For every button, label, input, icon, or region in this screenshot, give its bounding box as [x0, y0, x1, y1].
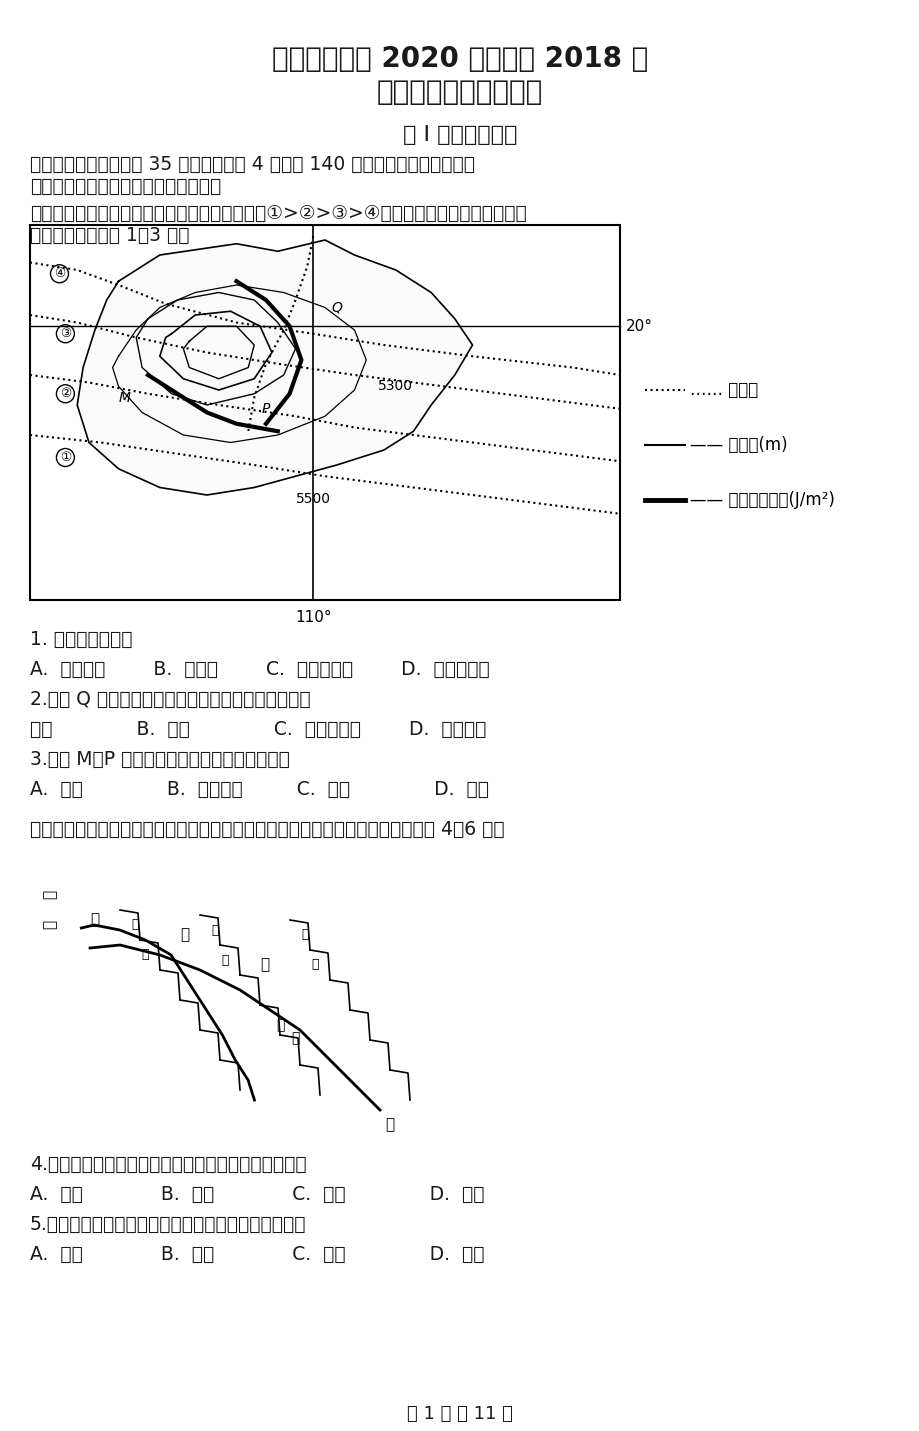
- Text: 平: 平: [42, 890, 57, 899]
- Text: M: M: [119, 391, 130, 405]
- Circle shape: [51, 265, 68, 283]
- Text: 选项中，只有一项是符合题目要求的。: 选项中，只有一项是符合题目要求的。: [30, 177, 221, 196]
- Text: Q: Q: [331, 301, 342, 315]
- Text: …… 某要素: …… 某要素: [689, 381, 757, 399]
- Text: 1. 图中虚线可能是: 1. 图中虚线可能是: [30, 630, 132, 650]
- Text: ④: ④: [54, 268, 65, 280]
- Text: 脉: 脉: [142, 949, 149, 962]
- Text: —— 年太阳辐射量(J/m²): —— 年太阳辐射量(J/m²): [689, 491, 834, 509]
- Text: A.  甲地             B.  乙地             C.  丙地              D.  丁地: A. 甲地 B. 乙地 C. 丙地 D. 丁地: [30, 1245, 484, 1264]
- Text: 第 1 页 共 11 页: 第 1 页 共 11 页: [406, 1405, 513, 1422]
- Text: A.  等日照线        B.  等温线        C.  等降水量线        D.  等潜水位线: A. 等日照线 B. 等温线 C. 等降水量线 D. 等潜水位线: [30, 660, 489, 678]
- Text: 山: 山: [211, 923, 219, 936]
- Text: 流: 流: [290, 1030, 299, 1045]
- Text: 甲: 甲: [385, 1118, 394, 1132]
- Text: 一、选择题。本答题共 35 小题，每小题 4 分，共 140 分。在每小题给出的四个: 一、选择题。本答题共 35 小题，每小题 4 分，共 140 分。在每小题给出的…: [30, 155, 474, 175]
- Text: ③: ③: [60, 328, 71, 341]
- Text: 山: 山: [301, 929, 309, 942]
- Text: 如下图所示，位于湿润区的某河流，穿过平行的背斜山脉，进入平原，读图，完成 4～6 题。: 如下图所示，位于湿润区的某河流，穿过平行的背斜山脉，进入平原，读图，完成 4～6…: [30, 820, 505, 839]
- Text: 110°: 110°: [295, 610, 331, 625]
- Text: 脉: 脉: [311, 959, 318, 972]
- Text: 5300: 5300: [378, 379, 413, 394]
- Text: A.  甲地             B.  乙地             C.  丙地              D.  丁地: A. 甲地 B. 乙地 C. 丙地 D. 丁地: [30, 1185, 484, 1203]
- Text: 5.如图所示甲、乙、丙、丁四地中，适宜修建水坝的是: 5.如图所示甲、乙、丙、丁四地中，适宜修建水坝的是: [30, 1215, 306, 1234]
- Text: P: P: [262, 402, 270, 416]
- Text: ②: ②: [60, 388, 71, 401]
- Circle shape: [56, 448, 74, 467]
- Circle shape: [56, 385, 74, 402]
- Text: 原: 原: [42, 920, 57, 929]
- Text: 丁: 丁: [90, 913, 99, 927]
- Text: A.  洋流              B.  海陆位置         C.  纬度              D.  天气: A. 洋流 B. 海陆位置 C. 纬度 D. 天气: [30, 780, 489, 798]
- Text: —— 等高线(m): —— 等高线(m): [689, 436, 787, 454]
- Polygon shape: [77, 240, 472, 495]
- Text: 高三一诊热身文综试题: 高三一诊热身文综试题: [377, 79, 542, 106]
- Text: 分布图。据此完成 1～3 题。: 分布图。据此完成 1～3 题。: [30, 226, 189, 245]
- Text: 3.影响 M、P 两地太阳辐射量差异的主要因素为: 3.影响 M、P 两地太阳辐射量差异的主要因素为: [30, 750, 289, 768]
- Text: 河: 河: [276, 1017, 284, 1032]
- Text: 5500: 5500: [295, 492, 330, 505]
- Text: 2.影响 Q 地附近的等值线（虚线）向南凸出的因素是: 2.影响 Q 地附近的等值线（虚线）向南凸出的因素是: [30, 690, 311, 708]
- Text: 脉: 脉: [221, 953, 229, 966]
- Bar: [30, 225, 619, 600]
- Text: 乙: 乙: [180, 927, 189, 943]
- Text: 第 I 卷（选择题）: 第 I 卷（选择题）: [403, 124, 516, 145]
- Text: 山: 山: [131, 919, 139, 932]
- Text: 丙: 丙: [260, 957, 269, 973]
- Text: 下图为海南岛某地理要素等值线（等值线的数值①>②>③>④）、等高线和年太阳辐射量线: 下图为海南岛某地理要素等值线（等值线的数值①>②>③>④）、等高线和年太阳辐射量…: [30, 205, 527, 223]
- Circle shape: [56, 325, 74, 343]
- Text: 绵阳南山中学 2020 年秋季高 2018 级: 绵阳南山中学 2020 年秋季高 2018 级: [272, 44, 647, 73]
- Text: 20°: 20°: [625, 319, 652, 333]
- Text: 4.如图所示甲、乙、丙、丁四地中，河流流量最小的是: 4.如图所示甲、乙、丙、丁四地中，河流流量最小的是: [30, 1155, 306, 1173]
- Text: ①: ①: [60, 451, 71, 464]
- Text: 地形              B.  洋流              C.  植被覆盖率        D.  海陆位置: 地形 B. 洋流 C. 植被覆盖率 D. 海陆位置: [30, 720, 486, 738]
